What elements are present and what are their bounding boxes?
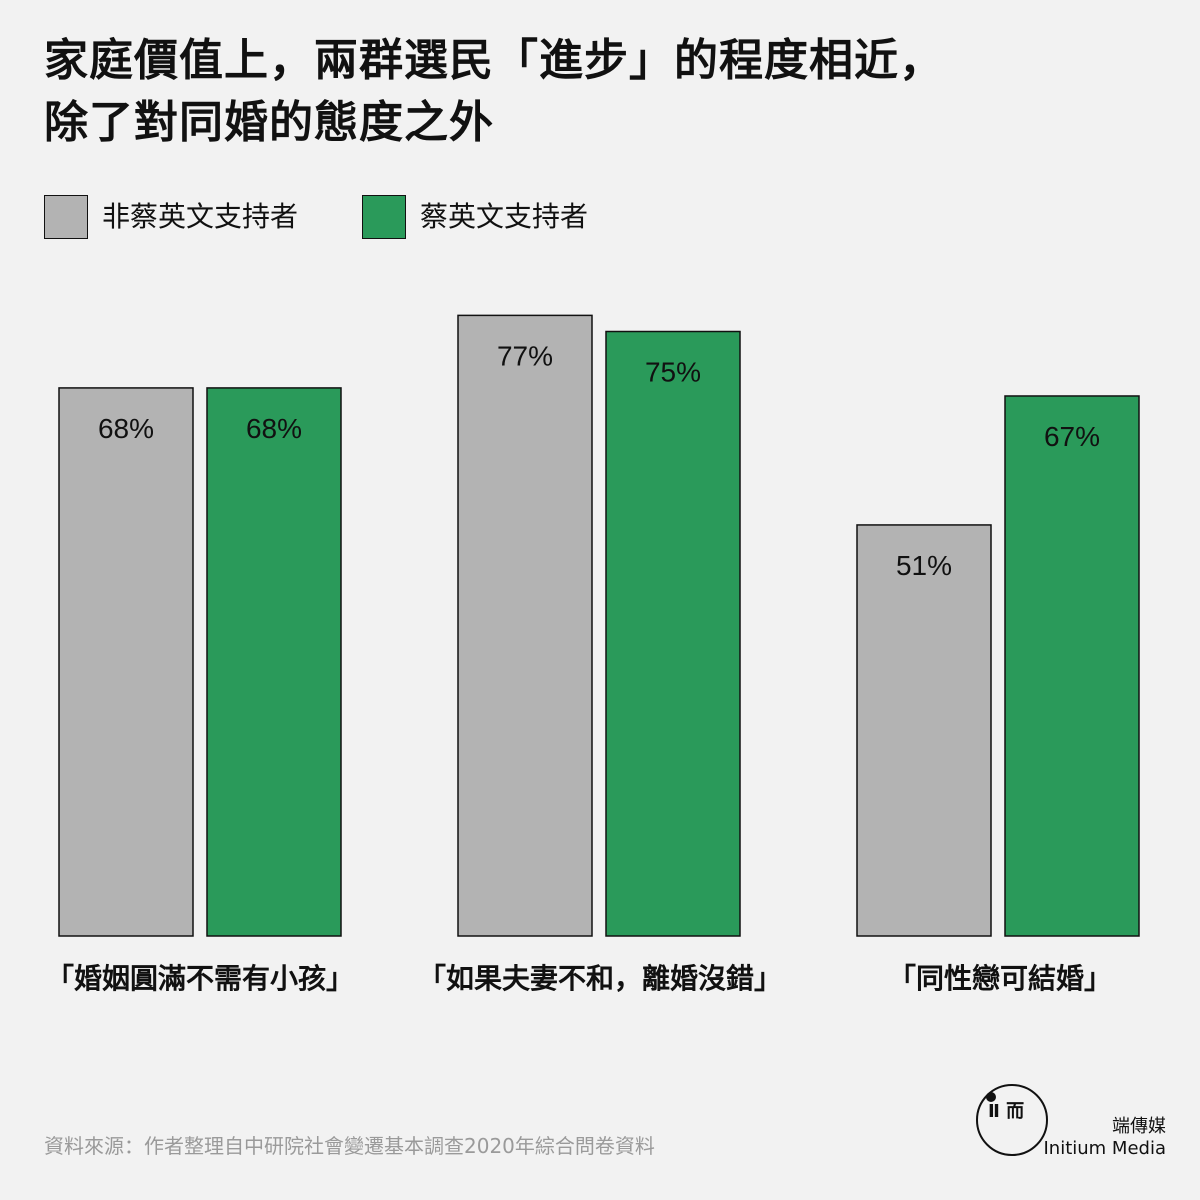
bar-tsai-2 (1004, 395, 1140, 937)
data-label-non-tsai-0: 68% (98, 413, 154, 444)
logo-dot-icon (986, 1092, 996, 1102)
bar-non-tsai-1 (457, 314, 593, 937)
category-label-2: 「同性戀可結婚」 (888, 962, 1112, 995)
logo-name-cn: 端傳媒 (1112, 1116, 1166, 1137)
category-label-0: 「婚姻圓滿不需有小孩」 (46, 962, 354, 995)
data-label-tsai-1: 75% (645, 357, 701, 388)
title-line-2: 除了對同婚的態度之外 (44, 97, 494, 148)
logo-name-en: Initium Media (1043, 1138, 1166, 1159)
legend-swatch-tsai (362, 195, 406, 239)
bar-tsai-0 (206, 387, 342, 937)
source-note: 資料來源：作者整理自中研院社會變遷基本調查2020年綜合問卷資料 (44, 1134, 655, 1158)
title-line-1: 家庭價值上，兩群選民「進步」的程度相近， (44, 35, 944, 86)
bar-tsai-1 (605, 330, 741, 937)
chart-title: 家庭價值上，兩群選民「進步」的程度相近， 除了對同婚的態度之外 (44, 30, 1144, 154)
data-label-non-tsai-2: 51% (896, 550, 952, 581)
legend-label-non-tsai: 非蔡英文支持者 (102, 200, 299, 233)
data-label-tsai-0: 68% (246, 413, 302, 444)
legend-label-tsai: 蔡英文支持者 (420, 200, 589, 233)
legend-item-non-tsai: 非蔡英文支持者 (44, 195, 298, 239)
bar-non-tsai-2 (856, 524, 992, 937)
legend-item-tsai: 蔡英文支持者 (362, 195, 588, 239)
bar-chart: 68% 68% 「婚姻圓滿不需有小孩」 77% 75% 「如果夫妻不和，離婚沒錯」 51% 6… (46, 314, 1140, 995)
logo-circle-icon: Ⅱ 而 (976, 1084, 1048, 1156)
data-label-tsai-2: 67% (1044, 421, 1100, 452)
data-label-non-tsai-1: 77% (497, 340, 553, 371)
legend-swatch-non-tsai (44, 195, 88, 239)
category-label-1: 「如果夫妻不和，離婚沒錯」 (418, 962, 782, 995)
bar-non-tsai-0 (58, 387, 194, 937)
logo-mark: Ⅱ 而 (988, 1101, 1025, 1122)
initium-logo: Ⅱ 而 端傳媒 Initium Media (976, 1084, 1176, 1164)
